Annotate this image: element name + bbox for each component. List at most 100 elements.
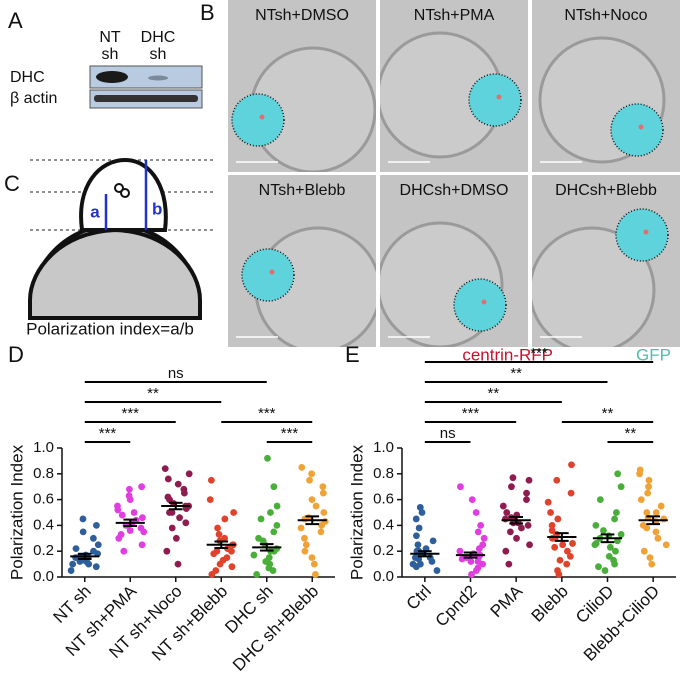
data-point [114,502,121,510]
data-point [605,552,613,560]
data-point [477,522,485,529]
data-point [416,560,424,568]
gfp-cell [241,248,295,302]
data-point [606,543,614,551]
data-point [429,537,437,545]
data-point [414,541,422,549]
data-point [548,522,556,529]
data-point [273,522,281,529]
data-point [645,476,653,484]
data-point [591,541,599,549]
row-label: β actin [10,90,57,107]
data-point [612,547,619,555]
data-point [126,527,134,534]
data-point [257,515,265,523]
y-tick-label: 0.0 [33,568,54,585]
data-point [213,547,221,555]
data-point [614,470,622,478]
data-point [174,480,182,488]
data-point [468,496,476,503]
data-point [412,515,420,523]
data-point [553,476,561,484]
image-title: NTsh+PMA [414,7,495,24]
gfp-cell [231,93,285,147]
panel-letter: A [8,8,23,33]
lane-label: sh [150,46,167,63]
x-tick-label: Blebb [528,582,572,626]
data-point [513,534,520,542]
significance-label: ** [487,385,499,402]
data-point [164,493,172,501]
image-title: NTsh+Noco [564,7,647,24]
data-point [308,470,316,478]
data-point [501,515,509,523]
data-point [467,558,475,565]
data-point [479,541,487,549]
data-point [89,534,97,542]
centrin [259,114,265,120]
data-point [311,571,319,578]
data-point [221,515,229,523]
data-point [595,563,602,571]
data-point [523,489,530,497]
data-point [472,509,480,516]
lane-label: sh [102,46,119,63]
band [96,71,128,83]
data-point [559,541,567,549]
data-point [298,463,306,471]
micrograph [380,0,528,172]
cell-outline [532,226,656,347]
data-point [253,571,261,578]
data-point [554,567,561,574]
significance-label: *** [462,405,480,422]
data-point [118,511,126,519]
data-point [139,514,146,522]
data-point [85,560,93,568]
significance-label: ns [440,425,456,442]
data-point [130,509,138,516]
micrograph [532,175,680,347]
data-point [321,518,329,525]
data-point [120,547,128,555]
data-point [554,515,562,523]
data-point [125,485,133,493]
data-point [617,531,625,538]
data-point [320,509,328,516]
data-point [568,461,575,469]
legend-item: centrin-RFP [462,345,553,364]
data-point [413,532,420,540]
y-tick-label: 0.4 [373,516,394,533]
significance-label: *** [530,345,548,362]
data-point [643,509,651,516]
centrin [638,124,644,130]
y-tick-label: 1.0 [33,439,54,456]
data-point [502,547,510,555]
data-point [646,554,654,562]
data-point [228,547,235,555]
data-point [308,496,316,503]
data-point [503,509,511,516]
data-point [301,534,308,542]
y-axis-title: Polarization Index [7,444,26,580]
data-point [652,528,660,536]
data-point [468,571,475,578]
data-point [273,502,281,510]
data-point [416,503,424,511]
centrin [496,94,502,100]
data-point [567,489,575,497]
panel-letter: E [345,342,360,367]
data-point [480,534,488,542]
data-point [660,515,668,523]
significance-label: ** [602,405,614,422]
data-point [168,524,176,532]
data-point [654,534,662,542]
data-point [306,476,313,484]
data-point [601,567,609,574]
data-point [92,563,100,571]
data-point [94,541,102,549]
significance-label: ns [168,365,184,382]
data-point [544,498,552,506]
data-point [221,534,228,542]
data-point [207,476,215,484]
data-point [317,528,325,536]
